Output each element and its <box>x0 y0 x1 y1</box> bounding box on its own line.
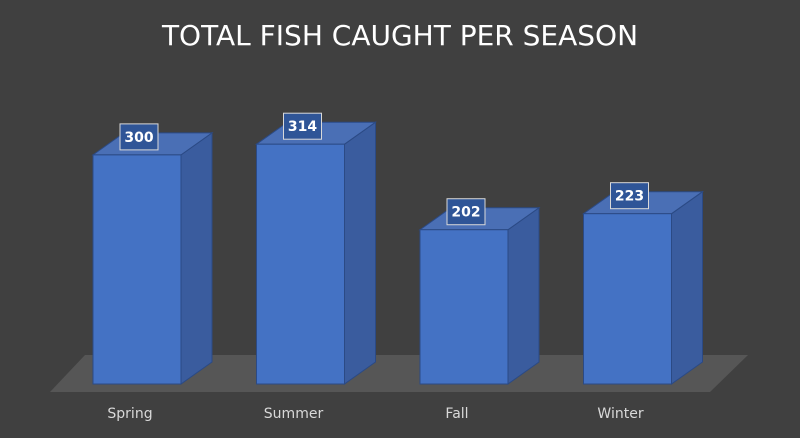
bars-layer <box>91 121 705 385</box>
data-label-text: 223 <box>615 189 644 205</box>
bar-front-face <box>419 229 509 385</box>
chart-floor-layer <box>50 355 748 392</box>
category-label-spring: Spring <box>107 406 152 422</box>
chart-title: TOTAL FISH CAUGHT PER SEASON <box>161 19 638 52</box>
bar-front-face <box>92 154 182 385</box>
category-label-summer: Summer <box>264 406 324 422</box>
bar-winter <box>581 190 705 385</box>
bar-side-face <box>671 190 703 385</box>
data-label-box <box>283 112 322 140</box>
data-label-summer: 314 <box>283 112 322 140</box>
bar-side-face <box>507 206 540 385</box>
bar-summer <box>254 121 378 385</box>
category-label-winter: Winter <box>597 406 643 422</box>
data-label-text: 314 <box>288 119 317 135</box>
bar-spring <box>91 131 214 385</box>
data-label-spring: 300 <box>119 123 159 151</box>
data-label-box <box>446 198 486 226</box>
data-labels-layer: 300 314 202 223 <box>119 112 649 226</box>
data-label-text: 202 <box>451 205 480 221</box>
data-label-winter: 223 <box>610 182 649 210</box>
bar-front-face <box>256 143 345 385</box>
data-label-box <box>610 182 649 210</box>
bar-side-face <box>344 121 376 385</box>
chart-floor <box>50 355 748 392</box>
data-label-box <box>119 123 159 151</box>
data-label-text: 300 <box>124 130 153 146</box>
bar-front-face <box>583 213 672 385</box>
bar-side-face <box>180 131 213 385</box>
category-labels-layer: Spring Summer Fall Winter <box>107 406 643 422</box>
bar-fall <box>418 206 541 385</box>
category-label-fall: Fall <box>445 406 468 422</box>
data-label-fall: 202 <box>446 198 486 226</box>
